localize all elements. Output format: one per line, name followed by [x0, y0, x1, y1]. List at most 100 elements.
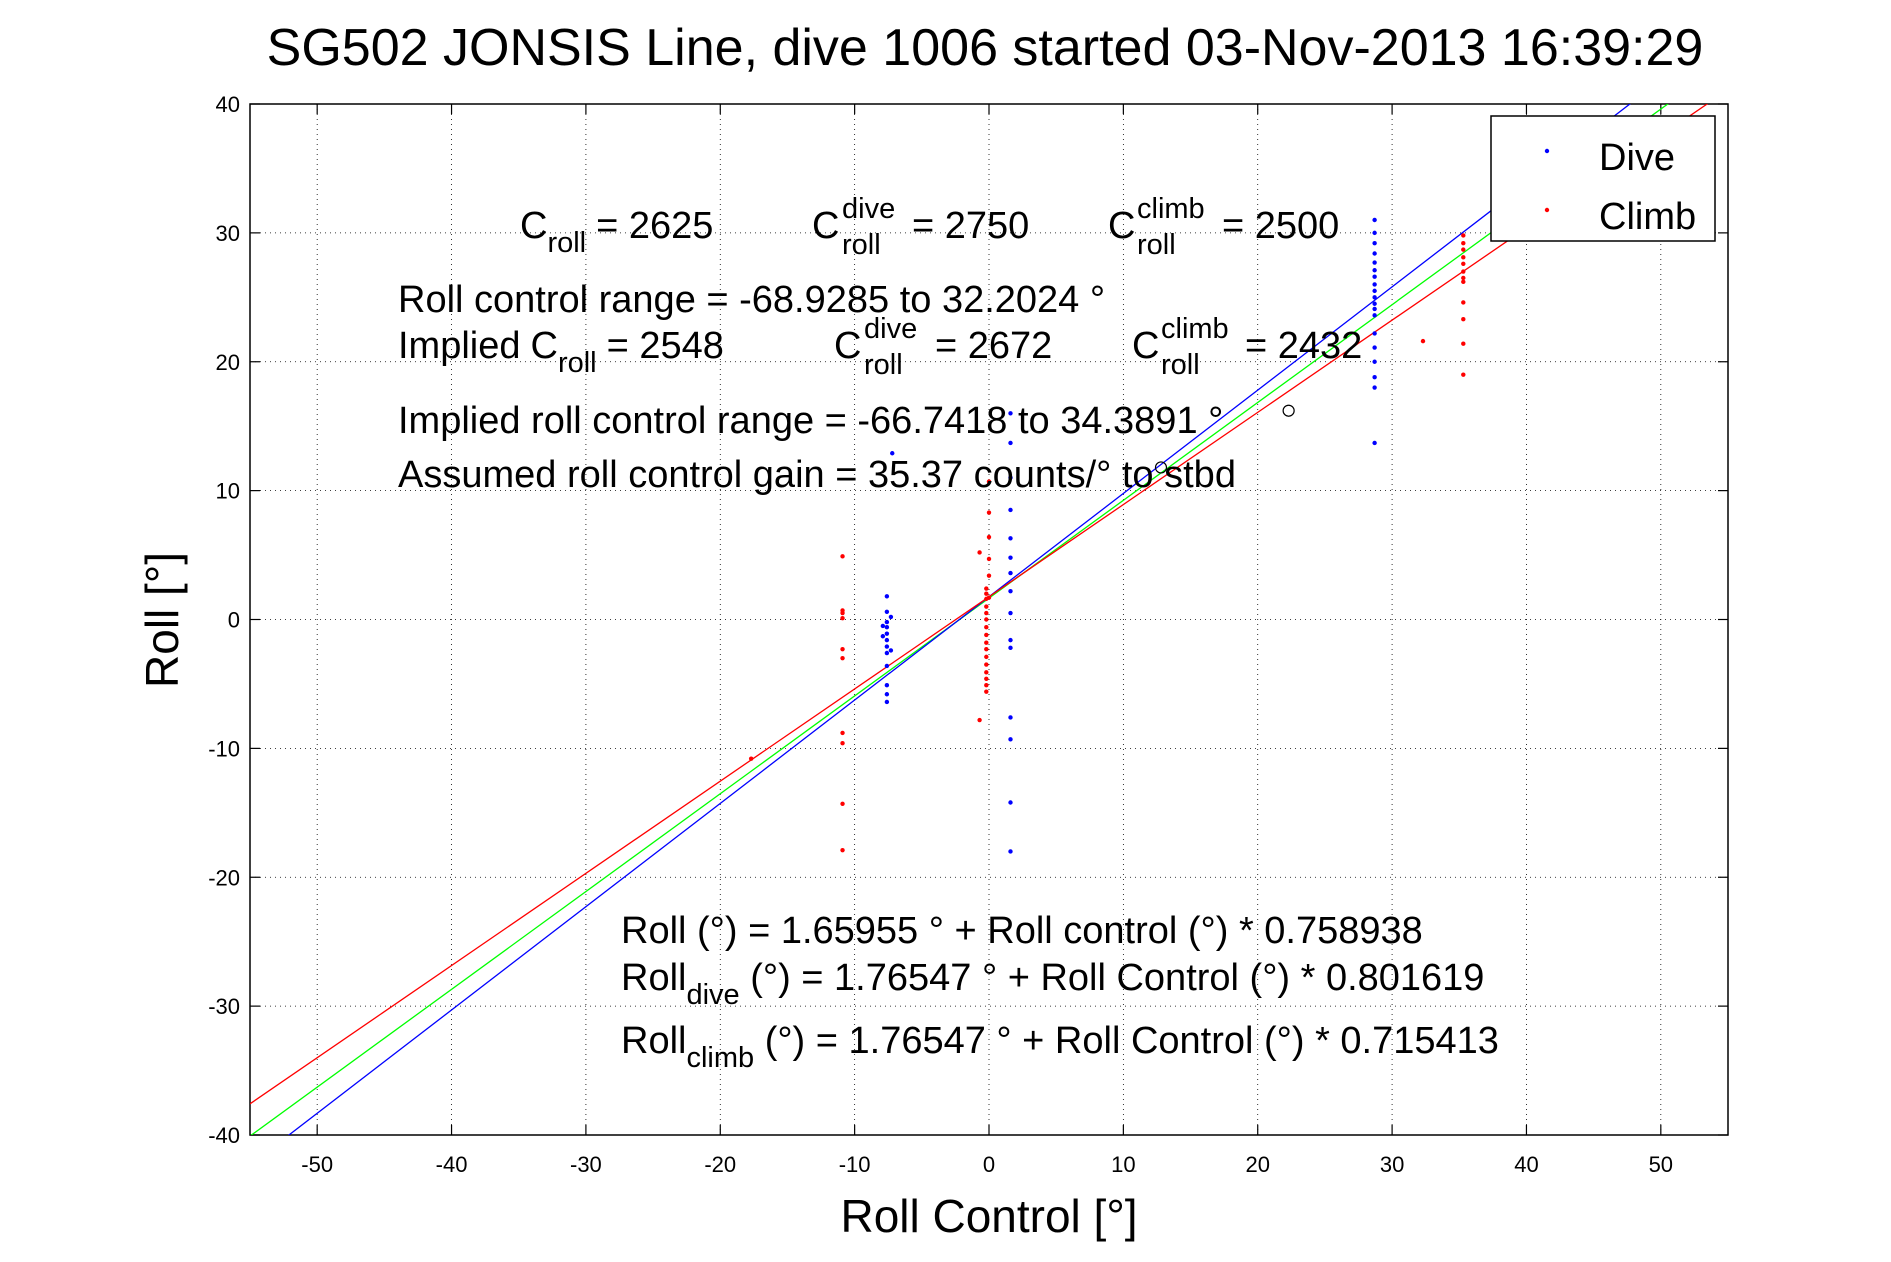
point-dive [1372, 306, 1377, 312]
point-climb [984, 676, 989, 681]
x-tick-label: -20 [704, 1152, 736, 1177]
point-dive [880, 634, 886, 639]
point-dive [884, 625, 890, 630]
y-tick-label: -30 [208, 994, 240, 1019]
annotation-c-roll: Croll = 2625 [520, 205, 713, 259]
point-climb [986, 595, 992, 600]
point-climb [977, 717, 982, 723]
eq-dive-sub: dive [686, 979, 739, 1011]
circle-marker [1282, 404, 1295, 417]
point-climb [986, 510, 992, 515]
y-tick-label: 40 [216, 92, 240, 117]
point-climb [1461, 341, 1466, 346]
annotations: Croll = 2625 C dive roll = 2750 C climb r… [398, 193, 1499, 1074]
y-tick-label: -10 [208, 736, 240, 761]
point-climb [984, 640, 989, 645]
point-dive [1372, 268, 1377, 273]
c-roll-dive-base: C [812, 205, 839, 247]
x-tick-label: 50 [1649, 1152, 1673, 1177]
point-dive [1008, 411, 1013, 416]
legend: Dive Climb [1490, 115, 1716, 242]
axis-ticks: -50 -40 -30 -20 -10 0 10 20 30 40 50 -40 -30 -20 -10 0 1… [208, 92, 1728, 1177]
implied-c-roll-climb-sub: roll [1161, 349, 1200, 381]
legend-dive-marker [1544, 148, 1550, 154]
point-dive [1372, 240, 1377, 246]
point-climb [977, 550, 982, 555]
point-dive [1372, 440, 1377, 446]
legend-climb-label: Climb [1599, 196, 1696, 238]
annotation-eq-climb: Rollclimb (°) = 1.76547 ° + Roll Control… [621, 1020, 1499, 1074]
annotation-implied-c-roll: Implied Croll = 2548 [398, 325, 724, 379]
point-dive [884, 644, 890, 649]
implied-c-roll-climb-base: C [1132, 325, 1159, 367]
x-tick-label: 40 [1514, 1152, 1538, 1177]
grid [250, 103, 1728, 1136]
point-climb [1461, 275, 1466, 281]
point-climb [984, 586, 989, 591]
point-dive [1372, 375, 1377, 380]
y-tick-label: -40 [208, 1123, 240, 1148]
annotation-eq-all: Roll (°) = 1.65955 ° + Roll control (°) … [621, 910, 1423, 952]
x-tick-label: 0 [983, 1152, 995, 1177]
point-climb [840, 741, 845, 746]
eq-dive-base: Roll [621, 957, 686, 999]
y-tick-label: 30 [216, 221, 240, 246]
point-dive [1372, 295, 1377, 300]
point-climb [840, 847, 845, 853]
annotation-implied-c-roll-dive: C [834, 325, 861, 367]
point-dive [1372, 288, 1377, 294]
point-dive [1008, 800, 1013, 805]
c-roll-climb-sub: roll [1137, 229, 1176, 261]
y-tick-label: 20 [216, 350, 240, 375]
x-tick-label: -40 [436, 1152, 468, 1177]
point-climb [1461, 233, 1466, 238]
annotation-implied-c-roll-climb: C [1132, 325, 1159, 367]
point-dive [890, 451, 895, 456]
point-climb [986, 556, 992, 562]
point-dive [884, 637, 890, 643]
point-dive [1372, 282, 1377, 287]
annotation-implied-range: Implied roll control range = -66.7418 to… [398, 400, 1223, 442]
point-climb [984, 670, 989, 675]
c-roll-base: C [520, 205, 547, 247]
point-dive [1008, 610, 1013, 616]
point-dive [1008, 536, 1013, 541]
point-dive [884, 609, 890, 614]
point-climb [984, 654, 989, 660]
point-dive [1372, 230, 1377, 236]
point-dive [884, 663, 890, 669]
legend-climb-marker [1544, 207, 1550, 213]
point-climb [1461, 269, 1466, 274]
point-climb [986, 573, 992, 578]
y-tick-label: 0 [228, 608, 240, 633]
point-dive [1008, 555, 1013, 560]
annotation-eq-dive: Rolldive (°) = 1.76547 ° + Roll Control … [621, 957, 1484, 1011]
point-climb [840, 610, 845, 616]
point-dive [1372, 274, 1377, 279]
c-roll-value: = 2625 [596, 205, 713, 247]
x-tick-label: 10 [1111, 1152, 1135, 1177]
x-tick-label: 30 [1380, 1152, 1404, 1177]
point-climb [1461, 300, 1466, 305]
point-dive [1372, 331, 1377, 336]
point-dive [1372, 217, 1377, 223]
eq-climb-base: Roll [621, 1020, 686, 1062]
c-roll-dive-sub: roll [842, 229, 881, 261]
point-dive [1372, 301, 1377, 306]
c-roll-dive-value: = 2750 [912, 205, 1029, 247]
point-dive [884, 650, 890, 656]
x-tick-label: 20 [1245, 1152, 1269, 1177]
eq-climb-sub: climb [686, 1042, 754, 1074]
y-axis-label: Roll [°] [136, 552, 188, 688]
point-climb [1461, 240, 1466, 246]
point-climb [840, 655, 845, 661]
eq-climb-rest: (°) = 1.76547 ° + Roll Control (°) * 0.7… [754, 1020, 1499, 1062]
point-climb [984, 604, 989, 609]
point-dive [1372, 359, 1377, 364]
implied-c-roll-sub: roll [558, 347, 597, 379]
point-climb [1461, 261, 1466, 267]
legend-box [1490, 115, 1716, 242]
point-climb [840, 646, 845, 652]
data-points [748, 217, 1466, 854]
point-dive [884, 619, 890, 625]
